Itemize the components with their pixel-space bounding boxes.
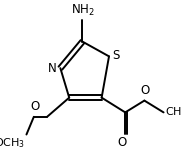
Text: N: N <box>48 62 57 75</box>
Text: O: O <box>30 100 39 113</box>
Text: OCH$_3$: OCH$_3$ <box>0 136 25 150</box>
Text: NH$_2$: NH$_2$ <box>71 3 94 18</box>
Text: O: O <box>117 136 126 149</box>
Text: O: O <box>140 84 150 97</box>
Text: CH$_3$: CH$_3$ <box>165 105 181 118</box>
Text: S: S <box>113 49 120 62</box>
